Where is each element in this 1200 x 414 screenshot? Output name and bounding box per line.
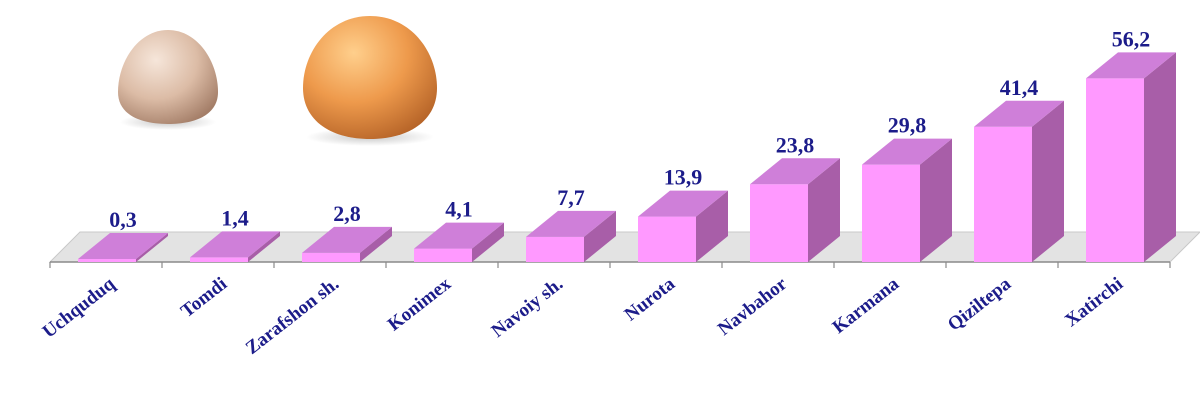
bar-top (78, 233, 168, 259)
bar-front (414, 248, 472, 262)
category-label: Tomdi (177, 273, 231, 322)
value-labels-group: 0,3 1,4 2,8 4,1 7,7 13,9 23,8 29,8 41,4 56,2 (109, 26, 1150, 232)
bar (526, 210, 616, 262)
bar-front (526, 236, 584, 262)
value-label: 29,8 (888, 113, 927, 138)
value-label: 13,9 (664, 165, 703, 190)
category-label: Navoiy sh. (488, 273, 567, 342)
small-egg-image (118, 30, 218, 130)
bar (862, 138, 952, 262)
category-labels-group: Uchquduq Tomdi Zarafshon sh. Konimex Navoiy … (39, 273, 1127, 359)
bar-top (862, 138, 952, 165)
bar-side (920, 138, 952, 262)
bar-top (638, 190, 728, 217)
value-label: 56,2 (1112, 26, 1151, 51)
bar-side (808, 158, 840, 262)
bar (78, 233, 168, 262)
bar-side (584, 210, 616, 262)
bar (750, 158, 840, 262)
bar (414, 222, 504, 262)
bar-top (750, 158, 840, 185)
value-label: 1,4 (221, 205, 249, 230)
bar (974, 100, 1064, 262)
category-label: Xatirchi (1061, 273, 1127, 331)
bar-top (414, 222, 504, 249)
bar (638, 190, 728, 262)
category-label: Navbahor (714, 273, 791, 340)
bar (302, 226, 392, 262)
bar-side (696, 190, 728, 262)
value-label: 7,7 (557, 185, 585, 210)
bar-front (190, 257, 248, 262)
bar-front (750, 184, 808, 262)
category-label: Uchquduq (39, 273, 120, 342)
large-egg-image (303, 16, 437, 146)
bar-front (78, 259, 136, 262)
bar-top (974, 100, 1064, 127)
bar-side (472, 222, 504, 262)
category-label: Qiziltepa (944, 273, 1016, 335)
x-axis-ticks (49, 262, 1171, 268)
bar-top (302, 226, 392, 253)
bar-side (360, 226, 392, 262)
bar (1086, 52, 1176, 263)
bar-top (1086, 52, 1176, 79)
bars-group (78, 52, 1176, 263)
value-label: 4,1 (445, 197, 473, 222)
category-label: Karmana (829, 273, 904, 338)
bar-side (248, 231, 280, 262)
bar-top (190, 231, 280, 258)
bar-front (638, 216, 696, 262)
bar-front (302, 252, 360, 262)
category-label: Konimex (384, 273, 456, 335)
bar-side (1144, 52, 1176, 263)
bar-front (862, 164, 920, 262)
value-label: 0,3 (109, 207, 137, 232)
bar-front (974, 126, 1032, 262)
category-label: Nurota (621, 273, 680, 325)
bar-side (1032, 100, 1064, 262)
value-label: 23,8 (776, 132, 815, 157)
category-label: Zarafshon sh. (242, 273, 343, 358)
value-label: 2,8 (333, 201, 361, 226)
value-label: 41,4 (1000, 75, 1039, 100)
bar-front (1086, 78, 1144, 262)
bar-side (136, 233, 168, 262)
bar-top (526, 210, 616, 237)
bar (190, 231, 280, 262)
